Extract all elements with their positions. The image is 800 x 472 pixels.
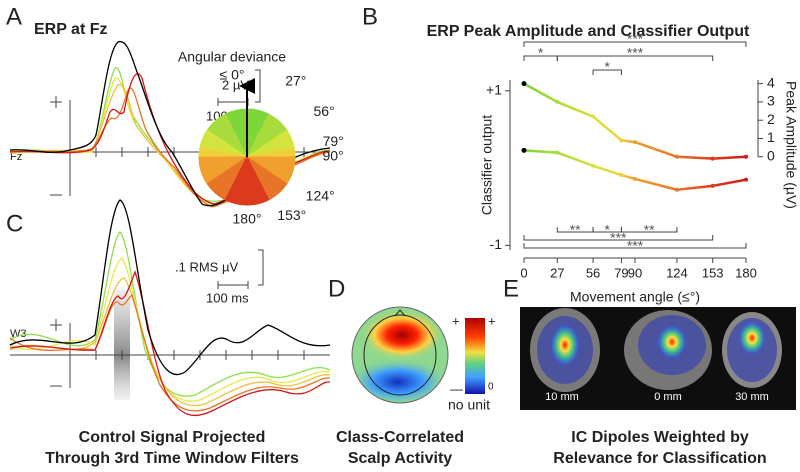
angle-pie: 27° 56° 79°90° 124°153° 180° [198, 73, 344, 227]
significance-label: ** [644, 222, 655, 238]
point [555, 99, 560, 104]
slice-label: 0 mm [654, 391, 682, 403]
unit-label: no unit [448, 397, 490, 413]
y2-tick-label: 0 [767, 147, 775, 163]
legend-top-label: ≤ 0° [220, 67, 245, 83]
panel-letter: B [362, 3, 378, 30]
scalp-map [351, 306, 449, 404]
significance-bracket [523, 55, 558, 61]
panel-letter: D [328, 275, 345, 302]
significance-label: *** [610, 230, 627, 246]
scale-label: 100 ms [206, 290, 249, 305]
erp-traces [9, 199, 331, 417]
y-tick-label: -1 [490, 236, 503, 252]
panel-letter: E [503, 275, 519, 302]
significance-bracket [523, 243, 747, 249]
significance-label: *** [627, 45, 644, 61]
significance-bracket [592, 69, 622, 75]
x-axis-label: Movement angle (≤°) [570, 289, 700, 305]
chart-title: ERP Peak Amplitude and Classifier Output [427, 23, 750, 40]
y2-tick-label: 2 [767, 111, 775, 127]
y2-tick-label: 3 [767, 93, 775, 109]
y2-tick-label: 4 [767, 74, 775, 90]
x-tick-label: 124 [666, 265, 688, 280]
series-line [523, 82, 747, 160]
x-tick-label: 79 [614, 265, 628, 280]
y2-axis-label: Peak Amplitude (µV) [783, 81, 799, 209]
erp-axes [10, 249, 330, 388]
point [674, 187, 679, 192]
point [619, 138, 624, 143]
point [633, 140, 637, 145]
point [521, 147, 527, 153]
angle-label: 56° [314, 103, 335, 119]
slice-label: 30 mm [735, 391, 769, 403]
angle-label: 90° [323, 148, 344, 164]
angle-label: 124° [306, 187, 335, 203]
y-axis-label: Classifier output [479, 115, 495, 215]
significance-label: * [538, 45, 544, 61]
significance-label: *** [627, 238, 644, 254]
caption: Relevance for Classification [553, 450, 766, 467]
colorbar-label: + [488, 313, 496, 328]
channel-label: Fz [10, 151, 22, 163]
x-tick-label: 180 [735, 265, 757, 280]
caption: Through 3rd Time Window Filters [45, 450, 299, 467]
point [591, 163, 596, 168]
point [619, 173, 624, 178]
time-window [114, 290, 130, 400]
point [710, 156, 715, 161]
caption: IC Dipoles Weighted by [571, 429, 749, 446]
panel-title: ERP at Fz [34, 21, 108, 38]
x-tick-label: 0 [520, 265, 527, 280]
angle-label: 79° [323, 133, 344, 149]
point [674, 154, 679, 159]
colorbar-label: — [450, 381, 463, 396]
angle-label: 27° [285, 73, 306, 89]
caption: Control Signal Projected [79, 429, 266, 446]
y-tick-label: +1 [486, 82, 502, 98]
x-tick-label: 153 [702, 265, 724, 280]
x-tick-label: 27 [550, 265, 564, 280]
point [555, 150, 560, 155]
point [521, 81, 527, 87]
series-line [523, 149, 747, 191]
x-tick-label: 56 [586, 265, 600, 280]
point [744, 177, 748, 182]
point [633, 176, 637, 181]
significance-bracket [523, 235, 714, 241]
panel-letter: A [6, 3, 22, 30]
slice-label: 10 mm [545, 391, 579, 403]
point [744, 154, 748, 159]
point [591, 114, 596, 119]
scale-label: .1 RMS µV [175, 259, 238, 274]
angle-label: 153° [277, 207, 306, 223]
panel-letter: C [6, 210, 23, 237]
colorbar [465, 318, 485, 394]
y2-tick-label: 1 [767, 129, 775, 145]
x-tick-label: 90 [628, 265, 642, 280]
significance-label: *** [627, 31, 644, 47]
caption: Class-Correlated [336, 429, 464, 446]
angle-label: 180° [233, 211, 262, 227]
significance-label: * [605, 222, 611, 238]
significance-label: * [605, 59, 611, 75]
pie-wedge [224, 156, 248, 206]
significance-label: ** [570, 222, 581, 238]
point [710, 183, 715, 188]
colorbar-label: + [452, 313, 460, 328]
significance-bracket [523, 41, 747, 47]
caption: Scalp Activity [348, 450, 452, 467]
legend-title: Angular deviance [178, 49, 286, 65]
colorbar-label: 0 [488, 382, 494, 393]
significance-bracket [620, 227, 678, 233]
dipole-images [520, 307, 796, 410]
